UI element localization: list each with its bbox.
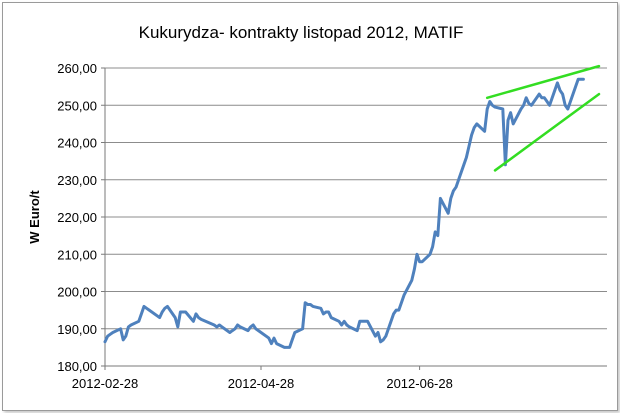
trendline	[485, 64, 601, 100]
y-tick-label: 190,00	[57, 322, 97, 337]
y-tick-label: 250,00	[57, 98, 97, 113]
chart-title: Kukurydza- kontrakty listopad 2012, MATI…	[139, 23, 464, 42]
y-tick-label: 210,00	[57, 247, 97, 262]
x-tick-label: 2012-04-28	[228, 376, 295, 391]
y-tick-label: 200,00	[57, 285, 97, 300]
price-chart: Kukurydza- kontrakty listopad 2012, MATI…	[27, 23, 607, 391]
y-axis-label: W Euro/t	[27, 190, 42, 244]
x-tick-label: 2012-02-28	[72, 376, 139, 391]
x-tick-label: 2012-06-28	[386, 376, 453, 391]
y-tick-label: 220,00	[57, 210, 97, 225]
y-tick-label: 260,00	[57, 61, 97, 76]
series-line	[103, 77, 585, 349]
y-tick-label: 180,00	[57, 359, 97, 374]
y-tick-label: 230,00	[57, 173, 97, 188]
y-tick-label: 240,00	[57, 136, 97, 151]
trendline	[493, 92, 601, 172]
